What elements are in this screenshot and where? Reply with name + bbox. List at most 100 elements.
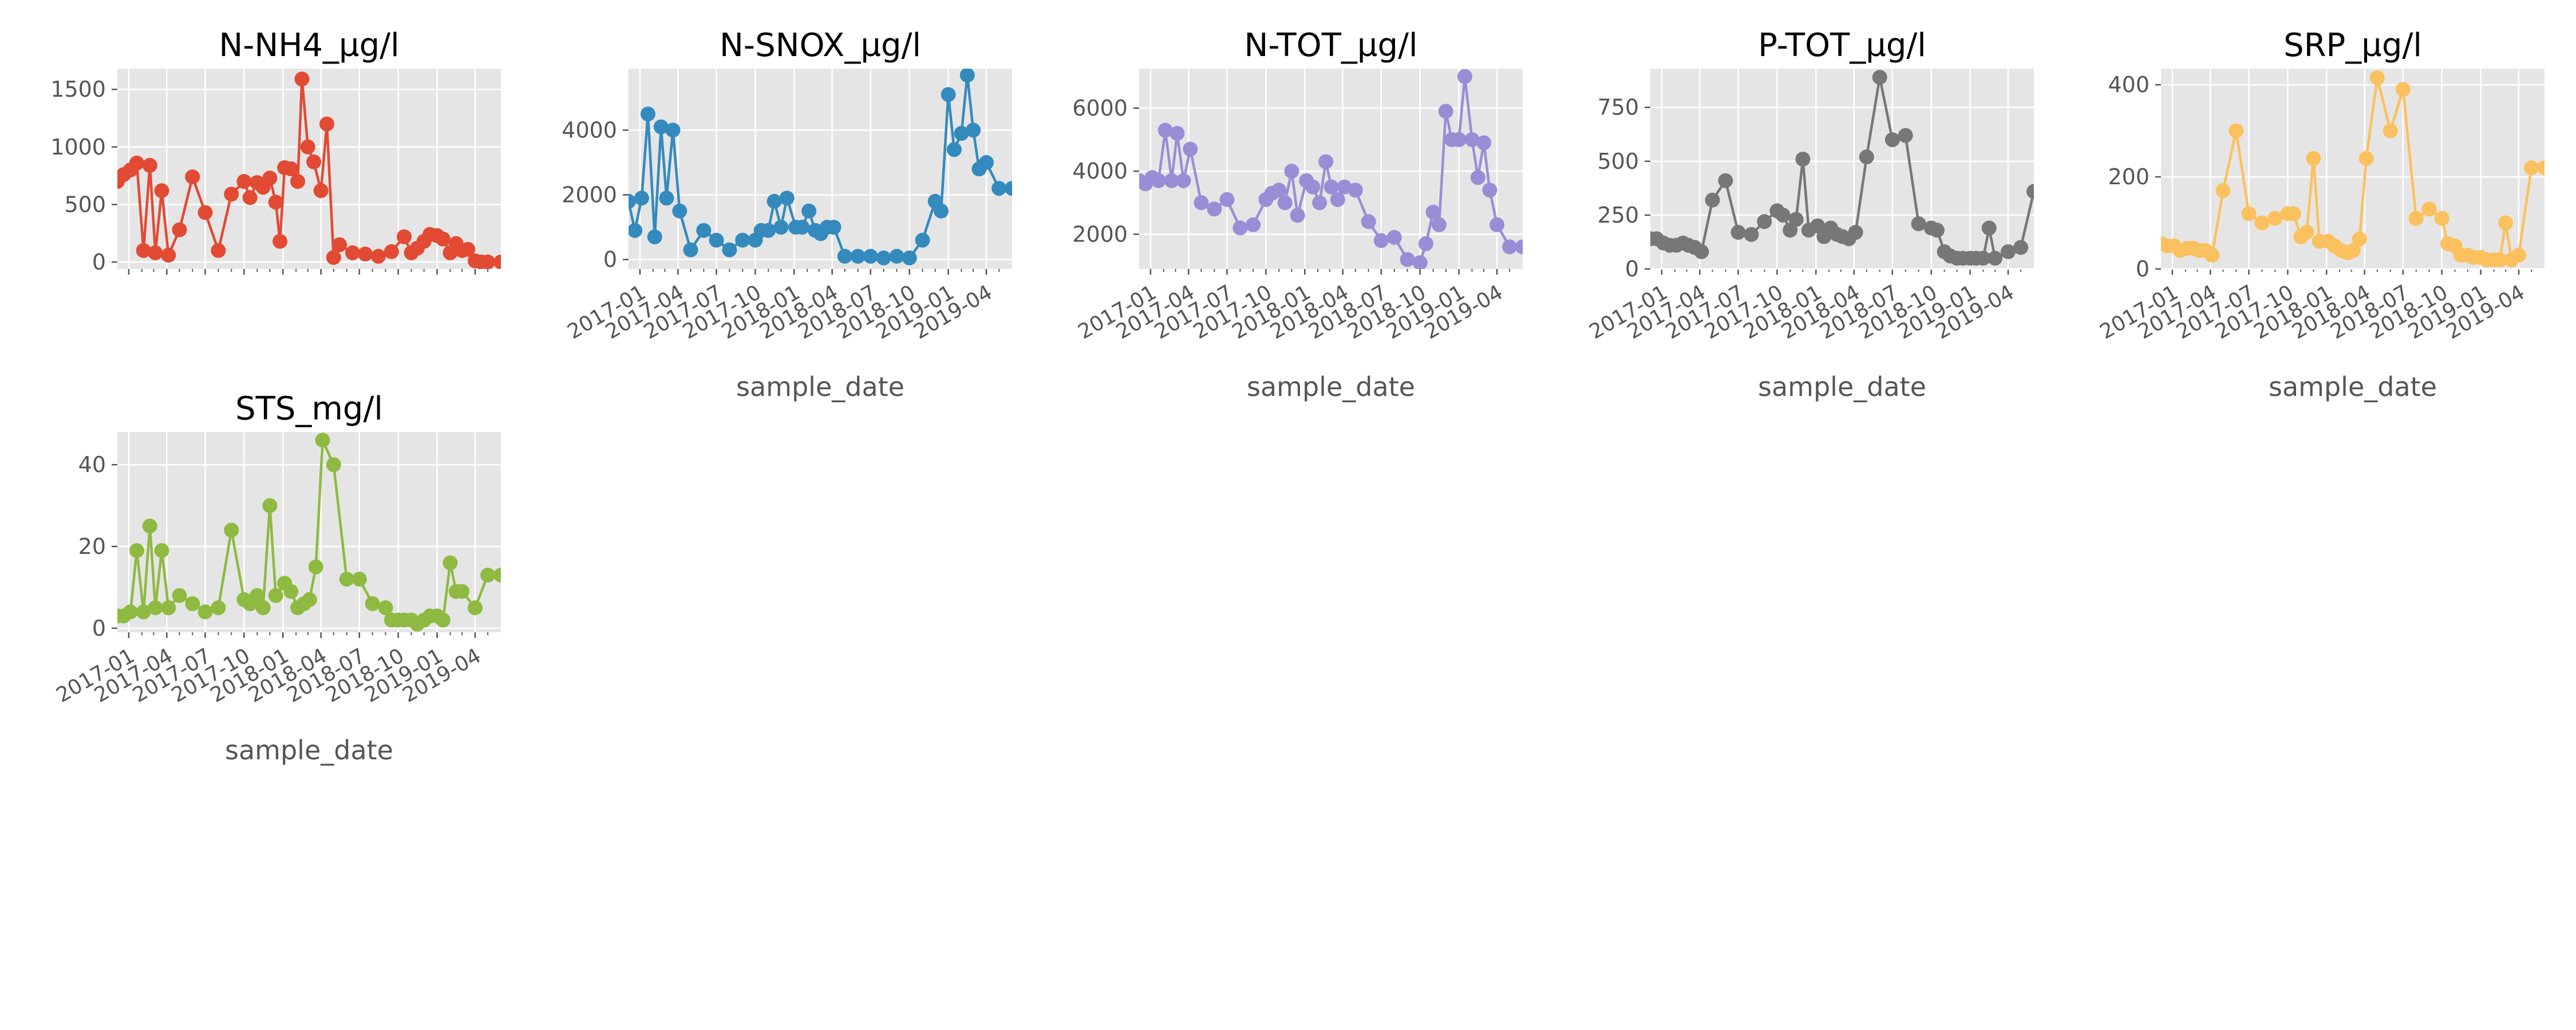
data-point <box>268 195 283 210</box>
data-point <box>2229 123 2244 138</box>
subplot-title: STS_mg/l <box>235 390 383 427</box>
data-point <box>876 250 891 266</box>
data-point <box>640 106 655 122</box>
data-point <box>272 233 288 249</box>
data-point <box>2537 160 2545 175</box>
data-point <box>696 223 712 238</box>
data-point <box>397 229 412 244</box>
data-point <box>142 158 157 173</box>
data-point <box>946 142 962 157</box>
data-point <box>889 248 904 264</box>
data-point <box>319 116 334 132</box>
series <box>629 69 1012 266</box>
y-tick-label: 0 <box>1625 256 1639 282</box>
data-point <box>326 249 341 265</box>
data-point <box>161 600 176 616</box>
data-point <box>1515 239 1523 255</box>
data-point <box>1277 195 1293 211</box>
data-point <box>722 242 737 258</box>
y-tick-label: 2000 <box>1072 221 1128 247</box>
data-point <box>659 191 674 206</box>
data-point <box>1859 149 1874 165</box>
data-point <box>455 584 470 599</box>
data-point <box>2383 123 2398 138</box>
data-point <box>629 223 643 238</box>
data-point <box>1271 183 1287 198</box>
data-point <box>2434 211 2449 226</box>
data-point <box>2241 206 2257 221</box>
data-point <box>1744 227 1759 242</box>
data-point <box>779 191 795 206</box>
data-point <box>915 232 930 248</box>
data-point <box>1451 132 1467 147</box>
data-point <box>351 572 367 587</box>
data-point <box>1312 195 1327 211</box>
data-point <box>283 584 299 599</box>
data-point <box>493 568 501 583</box>
data-point <box>735 232 750 248</box>
data-point <box>306 154 322 169</box>
data-point <box>850 248 866 264</box>
data-point <box>154 543 169 558</box>
y-tick-label: 1000 <box>50 134 106 160</box>
data-point <box>1318 154 1334 169</box>
data-point <box>1219 192 1235 207</box>
data-point <box>255 600 271 616</box>
data-point <box>1730 225 1746 240</box>
data-point <box>148 600 163 616</box>
data-point <box>326 457 341 473</box>
data-point <box>826 220 841 235</box>
data-point <box>1164 173 1179 188</box>
data-point <box>1157 122 1173 138</box>
data-point <box>345 245 360 260</box>
x-axis-label: sample_date <box>2269 371 2437 402</box>
data-point <box>2001 244 2016 259</box>
data-point <box>1502 239 1518 255</box>
x-axis-label: sample_date <box>1758 371 1926 402</box>
x-axis-label: sample_date <box>736 371 904 402</box>
y-tick-label: 2000 <box>562 183 617 208</box>
data-point <box>315 433 330 448</box>
data-point <box>1438 104 1453 119</box>
subplot-title: SRP_µg/l <box>2283 27 2422 64</box>
data-point <box>185 596 200 611</box>
data-point <box>795 220 810 235</box>
data-point <box>224 522 239 538</box>
y-tick-label: 500 <box>64 192 106 217</box>
data-point <box>242 190 258 205</box>
data-point <box>1290 208 1305 223</box>
series <box>1650 70 2034 266</box>
data-point <box>1884 132 1900 148</box>
data-point <box>2267 211 2283 226</box>
data-point <box>2358 150 2374 166</box>
data-point <box>129 155 144 171</box>
data-point <box>185 169 200 185</box>
series <box>2161 70 2545 267</box>
data-point <box>1930 223 1945 238</box>
data-point <box>136 604 151 620</box>
data-point <box>2254 215 2270 231</box>
data-point <box>262 171 278 186</box>
y-tick-label: 750 <box>1597 95 1639 120</box>
data-point <box>1482 183 1498 198</box>
data-point <box>294 72 310 87</box>
data-point <box>1911 216 1926 231</box>
data-point <box>224 187 239 202</box>
data-point <box>302 592 317 607</box>
data-point <box>339 572 354 587</box>
data-point <box>172 222 187 237</box>
data-point <box>1412 255 1428 269</box>
data-point <box>2306 150 2321 166</box>
subplot-title: N-NH4_µg/l <box>219 27 399 64</box>
data-point <box>268 588 283 603</box>
data-point <box>954 126 969 141</box>
data-point <box>1361 214 1376 229</box>
data-point <box>308 559 323 575</box>
data-point <box>2215 183 2231 199</box>
data-point <box>468 600 483 616</box>
data-point <box>2498 215 2514 231</box>
data-point <box>773 220 789 235</box>
data-point <box>1476 135 1492 150</box>
subplot-1: 0 500 1000 1500 N-NH4_µg/l <box>50 27 501 275</box>
